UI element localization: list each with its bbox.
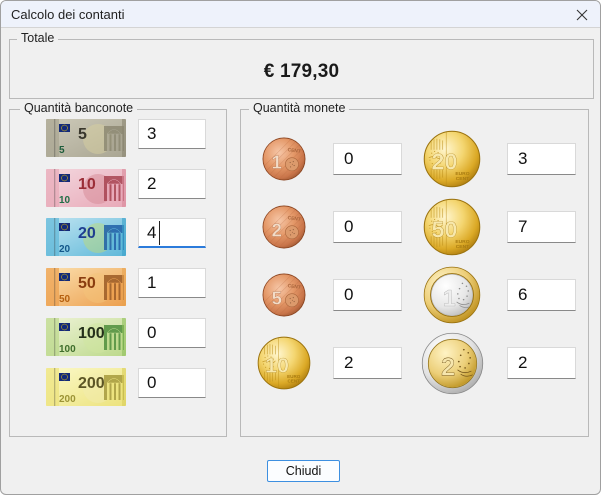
svg-text:50: 50: [59, 294, 71, 305]
svg-text:20: 20: [432, 148, 458, 174]
svg-text:50: 50: [78, 275, 96, 292]
svg-text:1: 1: [443, 285, 456, 311]
svg-text:20: 20: [59, 244, 71, 255]
svg-text:2: 2: [272, 220, 282, 241]
svg-text:20: 20: [78, 225, 96, 242]
svg-text:50: 50: [432, 216, 458, 242]
svg-text:100: 100: [59, 344, 76, 355]
svg-text:200: 200: [78, 375, 105, 392]
svg-text:10: 10: [59, 195, 71, 206]
svg-text:2: 2: [441, 353, 455, 381]
svg-text:5: 5: [59, 145, 65, 156]
svg-text:10: 10: [265, 353, 289, 378]
svg-text:CENT: CENT: [287, 378, 300, 383]
svg-text:10: 10: [78, 176, 96, 193]
svg-text:CENT: CENT: [456, 244, 469, 250]
svg-text:5: 5: [78, 126, 87, 143]
svg-text:100: 100: [78, 325, 105, 342]
svg-text:CENT: CENT: [456, 176, 469, 182]
svg-text:1: 1: [272, 152, 282, 173]
svg-text:5: 5: [272, 288, 282, 309]
svg-text:200: 200: [59, 394, 76, 405]
